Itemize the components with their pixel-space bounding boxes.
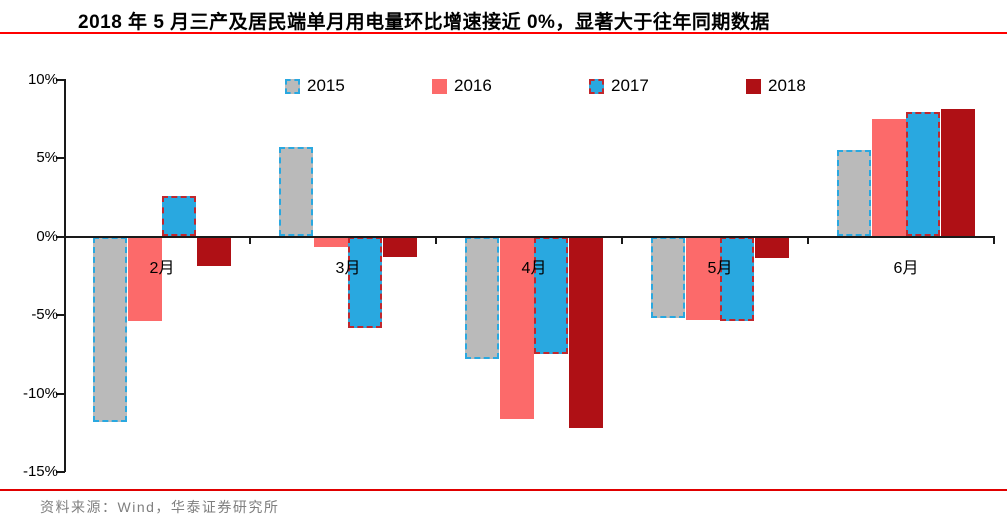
y-axis-tick [56, 392, 65, 395]
bar-2018-2月 [196, 236, 231, 267]
x-axis-boundary-tick [435, 236, 437, 244]
bar-2017-2月 [162, 195, 197, 237]
legend-marker-2018 [746, 78, 761, 94]
bar-2017-5月 [720, 236, 755, 322]
legend-marker-2015 [285, 78, 300, 94]
bar-2016-6月 [871, 118, 906, 237]
y-axis-tick-label: 0% [36, 227, 58, 245]
legend-item-2017: 2017 [589, 76, 649, 96]
legend-marker-2016 [432, 78, 447, 94]
bar-2016-2月 [127, 236, 162, 322]
x-axis-label-5月: 5月 [707, 260, 733, 277]
bar-2016-5月 [685, 236, 720, 320]
x-axis-boundary-tick [621, 236, 623, 244]
bar-2015-3月 [279, 147, 313, 237]
y-axis-tick [56, 157, 65, 159]
y-axis-tick-label: 5% [36, 149, 58, 166]
bar-2015-2月 [93, 236, 127, 422]
bar-2015-4月 [465, 236, 499, 359]
y-axis-tick-label: -5% [31, 306, 58, 323]
bar-2016-4月 [499, 236, 534, 419]
figure-title: 2018 年 5 月三产及居民端单月用电量环比增速接近 0%，显著大于往年同期数… [78, 12, 770, 33]
bar-2017-3月 [348, 236, 383, 328]
legend-item-2015: 2015 [285, 76, 345, 96]
legend-label: 2018 [768, 76, 806, 95]
legend-item-2016: 2016 [432, 76, 492, 96]
bar-2015-5月 [651, 236, 685, 319]
x-axis-label-3月: 3月 [335, 260, 361, 277]
bar-2018-4月 [568, 236, 603, 429]
legend-item-2018: 2018 [746, 76, 806, 96]
y-axis-tick-label: 10% [27, 70, 58, 88]
source-note: 资料来源：Wind，华泰证券研究所 [40, 499, 280, 515]
y-axis-line [64, 79, 66, 472]
bar-2018-3月 [382, 236, 417, 257]
bar-2017-6月 [906, 112, 941, 237]
y-axis-tick [56, 235, 65, 238]
y-axis-tick [56, 471, 65, 473]
bar-2016-3月 [313, 236, 348, 248]
x-axis-label-4月: 4月 [521, 260, 547, 277]
title-divider [0, 32, 1007, 34]
footer-divider [0, 489, 1007, 491]
bar-2015-6月 [837, 150, 871, 237]
legend-label: 2015 [307, 76, 345, 95]
y-axis-tick-label: -15% [22, 463, 58, 480]
legend-label: 2017 [611, 76, 649, 95]
zero-baseline [65, 235, 995, 238]
x-axis-label-6月: 6月 [893, 260, 919, 277]
x-axis-label-2月: 2月 [149, 260, 175, 277]
bar-2018-5月 [754, 236, 789, 259]
y-axis-tick [56, 314, 65, 316]
y-axis-tick-label: -10% [22, 384, 58, 402]
x-axis-boundary-tick [807, 236, 809, 244]
x-axis-boundary-tick [993, 236, 995, 244]
legend-label: 2016 [454, 76, 492, 95]
bar-2018-6月 [940, 109, 975, 237]
legend-marker-2017 [589, 78, 604, 94]
x-axis-boundary-tick [249, 236, 251, 244]
y-axis-tick [56, 78, 65, 81]
